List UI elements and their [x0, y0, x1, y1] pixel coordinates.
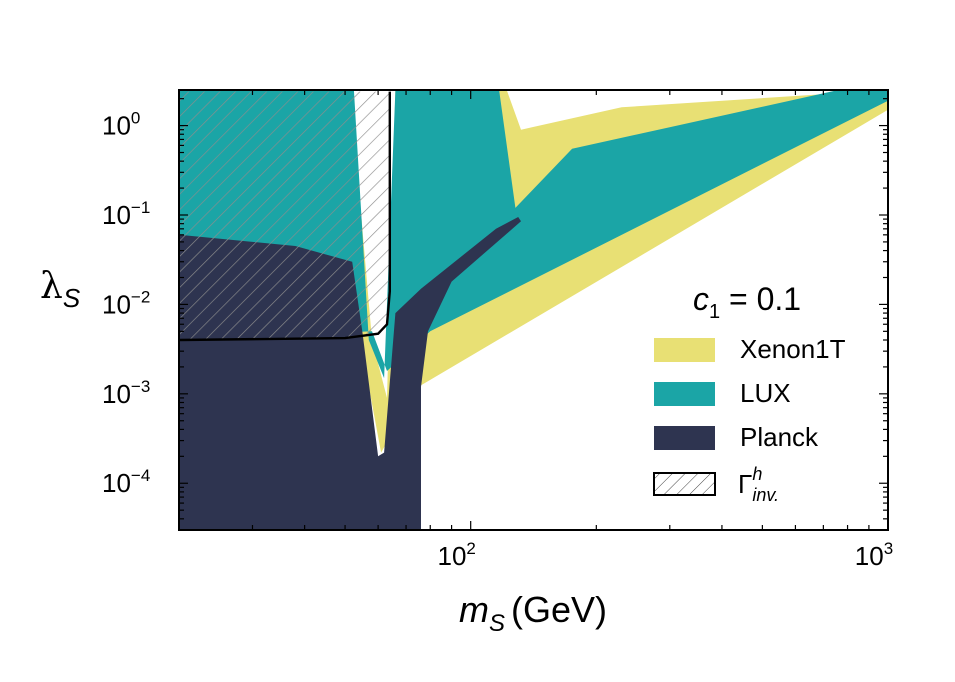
- c1-annotation: c1 = 0.1: [693, 281, 801, 323]
- legend-xenon1t-swatch: [654, 338, 715, 362]
- region-gamma-inv-hatch: [179, 91, 390, 340]
- x-tick-label: 103: [855, 539, 893, 571]
- y-tick-label: 10−1: [102, 198, 150, 230]
- tick-labels: 102 103 100 10−1 10−2 10−3 10−4: [102, 109, 893, 571]
- legend: Xenon1T LUX Planck: [654, 334, 846, 452]
- legend-hatch-label: Γh inv.: [738, 464, 779, 505]
- legend-hatch: Γh inv.: [653, 464, 779, 505]
- regions: [179, 90, 888, 530]
- legend-planck-label: Planck: [740, 422, 819, 452]
- plot-frame: [178, 89, 889, 531]
- y-tick-label: 10−2: [102, 287, 150, 319]
- region-gamma-inv-boundary: [179, 91, 391, 342]
- y-tick-label: 100: [102, 109, 140, 141]
- legend-hatch-swatch: [653, 472, 716, 496]
- legend-lux-label: LUX: [740, 378, 791, 408]
- x-tick-label: 102: [437, 539, 475, 571]
- x-axis-title: mS (GeV): [459, 589, 607, 637]
- y-tick-label: 10−3: [102, 377, 150, 409]
- legend-lux-swatch: [654, 382, 715, 406]
- legend-planck-swatch: [654, 426, 715, 450]
- y-tick-label: 10−4: [102, 466, 150, 498]
- y-axis-title: λS: [40, 266, 81, 313]
- legend-xenon1t-label: Xenon1T: [740, 334, 846, 364]
